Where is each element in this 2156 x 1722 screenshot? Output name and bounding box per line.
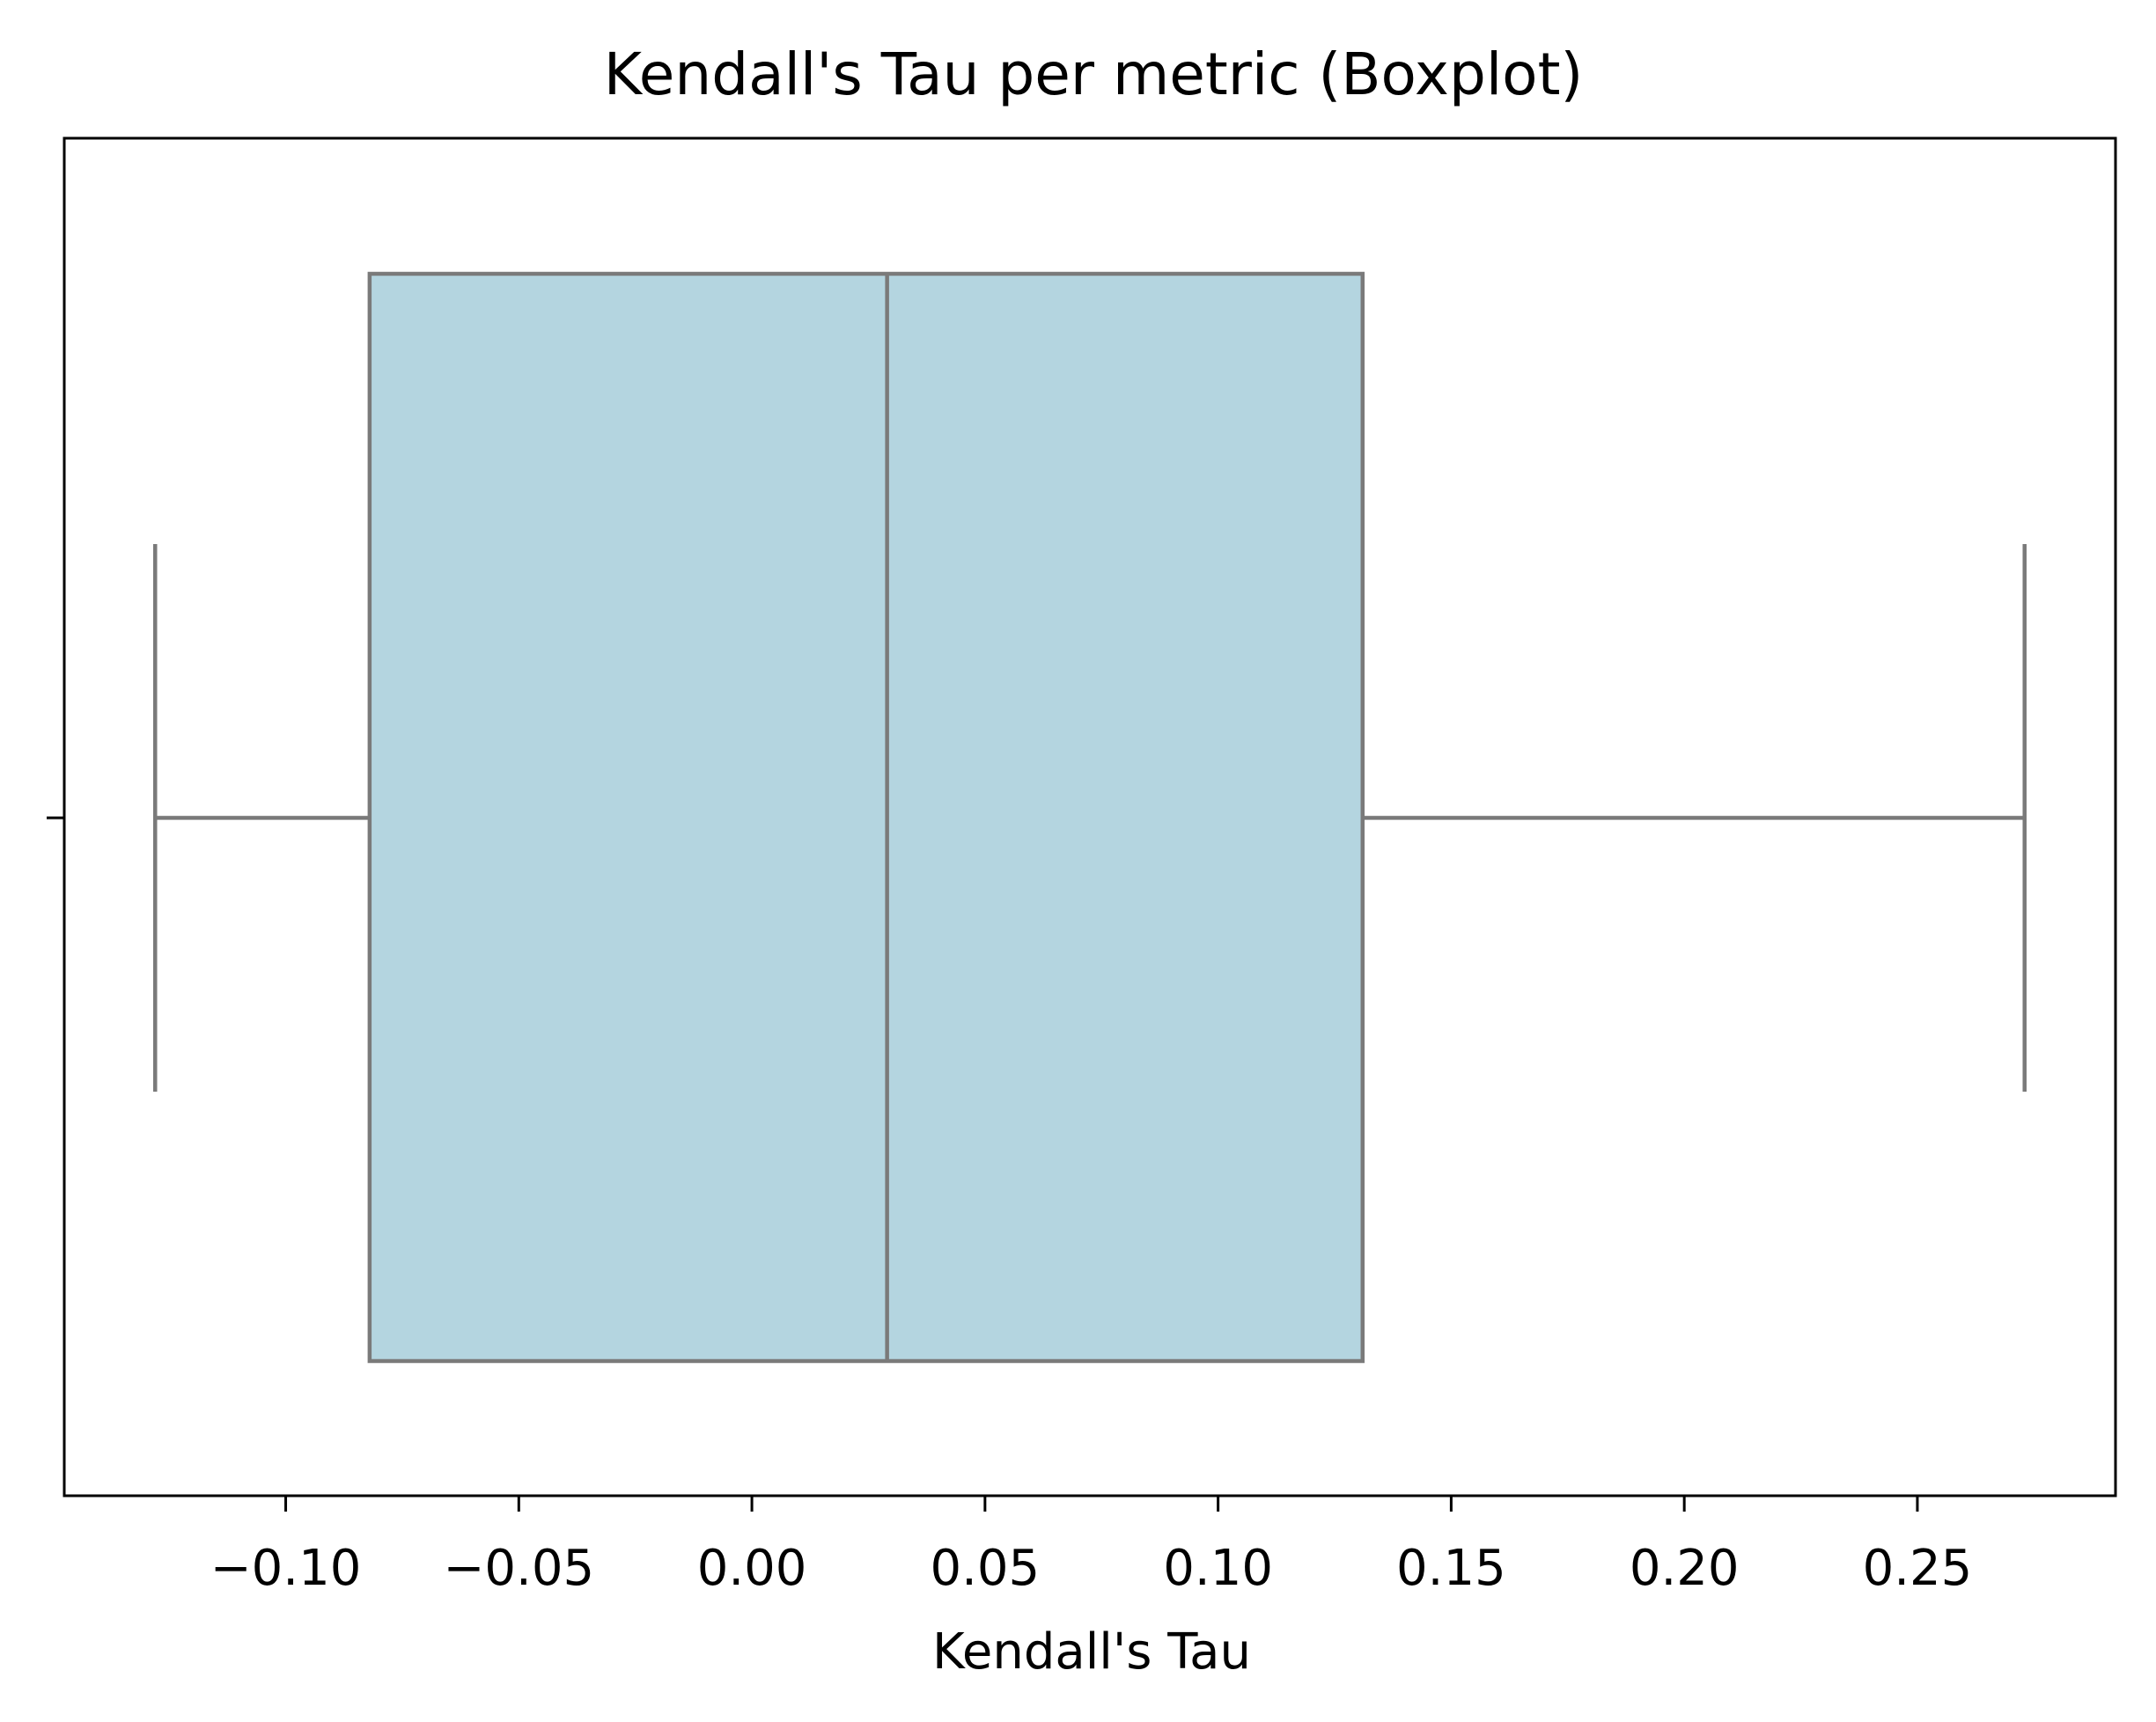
chart-title: Kendall's Tau per metric (Boxplot) (604, 40, 1583, 108)
x-tick-label: 0.00 (697, 1540, 807, 1597)
x-tick-label: 0.20 (1630, 1540, 1740, 1597)
x-tick-label: 0.05 (931, 1540, 1041, 1597)
x-axis-label: Kendall's Tau (932, 1623, 1251, 1681)
interquartile-box (367, 271, 1365, 1364)
x-tick-label: −0.05 (444, 1540, 595, 1597)
x-axis-ticks: −0.10 −0.05 0.00 0.05 0.10 0.15 0.20 0.25 (210, 1496, 1973, 1597)
x-tick-label: −0.10 (210, 1540, 362, 1597)
x-tick-label: 0.10 (1163, 1540, 1273, 1597)
boxplot (153, 271, 2027, 1364)
x-tick-label: 0.15 (1396, 1540, 1506, 1597)
x-tick-label: 0.25 (1863, 1540, 1973, 1597)
